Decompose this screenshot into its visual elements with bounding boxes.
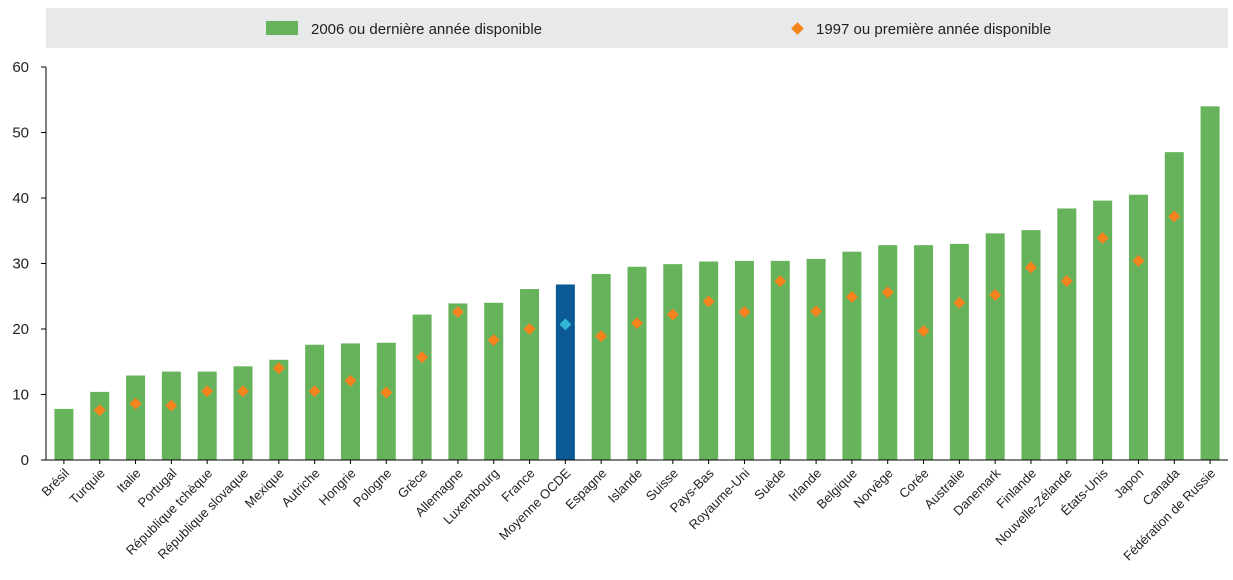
legend-label-marker: 1997 ou première année disponible: [816, 21, 1051, 38]
bar: [161, 371, 181, 460]
marker: [989, 288, 1002, 301]
bar: [555, 284, 575, 460]
bar: [627, 266, 647, 460]
marker: [953, 296, 966, 309]
bar: [520, 289, 540, 460]
y-tick-label: 0: [21, 452, 29, 469]
y-tick-label: 30: [12, 256, 29, 273]
bar: [878, 245, 898, 460]
marker: [845, 290, 858, 303]
y-tick-label: 10: [12, 387, 29, 404]
marker: [523, 322, 536, 336]
bar: [806, 258, 826, 460]
marker: [630, 317, 644, 330]
x-tick-label: Norvège: [850, 466, 895, 511]
legend-label-bar: 2006 ou dernière année disponible: [311, 21, 542, 38]
x-tick-label: Mexique: [242, 466, 287, 511]
x-tick-label: Suède: [751, 466, 788, 503]
bar: [90, 391, 110, 460]
bars: [54, 106, 1220, 461]
bar: [842, 251, 862, 460]
bar: [734, 260, 754, 460]
bar: [54, 408, 74, 460]
bar: [1057, 208, 1077, 460]
y-tick-label: 60: [12, 59, 29, 76]
marker: [917, 324, 930, 337]
legend-swatch-bar: [266, 21, 298, 35]
x-tick-label: Islande: [605, 466, 645, 506]
bar: [1021, 230, 1041, 460]
x-tick-label: Pologne: [350, 466, 394, 510]
marker: [702, 295, 715, 308]
marker: [810, 305, 823, 318]
bar: [663, 264, 683, 460]
marker: [881, 286, 894, 299]
bar: [340, 343, 360, 460]
bar: [591, 273, 611, 460]
x-tick-label: Turquie: [66, 466, 107, 507]
x-tick-label: Autriche: [278, 466, 322, 510]
y-tick-label: 50: [12, 125, 29, 142]
bar: [126, 375, 146, 460]
y-tick-label: 40: [12, 190, 29, 207]
bar: [1164, 152, 1184, 460]
bar: [233, 366, 253, 460]
x-tick-label: Belgique: [814, 466, 860, 512]
bar: [412, 314, 432, 460]
bar: [699, 261, 719, 460]
marker: [666, 308, 679, 321]
bar: [269, 359, 289, 460]
x-tick-label: Italie: [114, 466, 144, 496]
bar: [448, 303, 468, 460]
bar: [949, 243, 969, 460]
marker: [559, 318, 572, 331]
bar: [914, 245, 934, 460]
bar: [1200, 106, 1220, 461]
bar: [1093, 200, 1113, 460]
bar: [484, 302, 504, 460]
legend: 2006 ou dernière année disponible 1997 o…: [46, 8, 1228, 48]
bar: [305, 344, 325, 460]
marker: [774, 275, 787, 288]
bar: [770, 260, 790, 460]
marker: [595, 330, 608, 343]
bar: [985, 233, 1005, 460]
bar: [1128, 194, 1148, 460]
marker: [738, 305, 751, 318]
y-tick-label: 20: [12, 321, 29, 338]
bar: [197, 371, 217, 460]
legend-background: [46, 8, 1228, 48]
bar: [376, 342, 396, 460]
x-tick-label: Brésil: [38, 465, 72, 499]
y-axis: 0 10 20 30 40 50 60: [12, 59, 47, 469]
